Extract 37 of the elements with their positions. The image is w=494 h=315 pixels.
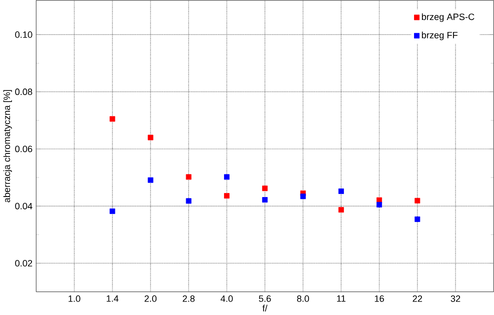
point (338, 207, 344, 213)
y-tick-label: 0.02 (15, 260, 32, 267)
x-tick-label: 5.6 (258, 295, 271, 302)
legend-label: brzeg FF (422, 32, 458, 40)
point (186, 174, 192, 180)
x-tick-label: 1.0 (68, 295, 80, 302)
y-tick-label: 0.06 (15, 146, 32, 152)
point (224, 174, 230, 180)
point (414, 198, 420, 204)
point (224, 193, 230, 199)
point (148, 134, 154, 140)
point (376, 197, 382, 203)
x-tick-label: 2.0 (144, 295, 157, 302)
x-tick-label: 2.8 (182, 295, 195, 302)
x-tick-label: 22 (412, 295, 422, 302)
x-axis-title: f/ (262, 304, 268, 312)
x-tick-label: 16 (374, 295, 384, 302)
point (414, 216, 420, 222)
x-tick-label: 8.0 (297, 295, 310, 302)
point (262, 186, 268, 192)
point (300, 194, 306, 200)
point (262, 197, 268, 203)
y-axis-title: aberracja chromatyczna [%] (3, 90, 12, 202)
x-tick-label: 4.0 (220, 295, 233, 302)
point (110, 208, 116, 214)
legend-label: brzeg APS-C (422, 13, 474, 22)
point (338, 188, 344, 194)
x-tick-label: 32 (450, 295, 460, 302)
point (376, 202, 382, 208)
y-tick-label: 0.04 (15, 202, 32, 210)
point (186, 198, 192, 204)
x-tick-label: 11 (337, 295, 346, 302)
point (110, 116, 116, 122)
y-tick-label: 0.08 (15, 88, 32, 96)
x-tick-label: 1.4 (106, 295, 118, 302)
y-tick-label: 0.10 (15, 31, 32, 38)
point (148, 177, 154, 183)
